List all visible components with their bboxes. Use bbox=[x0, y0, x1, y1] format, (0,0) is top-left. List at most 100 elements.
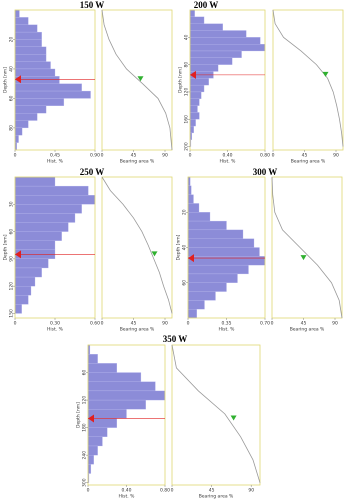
x-axis-label: Bearing area % bbox=[120, 159, 155, 165]
x-tick-label: 0.60 bbox=[90, 321, 100, 327]
panel-title: 150 W bbox=[80, 0, 105, 10]
panel-title: 200 W bbox=[194, 0, 219, 10]
x-tick-label: 90 bbox=[248, 488, 254, 494]
x-tick-label: 45 bbox=[131, 153, 137, 159]
bearing-curve bbox=[171, 344, 261, 483]
x-axis-label: Bearing area % bbox=[120, 327, 155, 333]
hist-bar bbox=[189, 112, 200, 120]
hist-bar bbox=[189, 105, 198, 113]
x-axis-label: Bearing area % bbox=[199, 494, 234, 500]
hist-bar bbox=[87, 455, 94, 465]
y-tick-label: 30 bbox=[9, 201, 15, 207]
y-tick-label: 40 bbox=[182, 245, 188, 251]
plot-frame bbox=[101, 9, 173, 151]
panel-title: 300 W bbox=[253, 167, 278, 177]
hist-bar bbox=[14, 61, 51, 70]
panel: 150 W 20 40 60 80 Depth [nm] 0 0.45 0.90 Hist. % 0… bbox=[3, 0, 173, 165]
bearing-curve bbox=[271, 176, 343, 319]
plot-frame bbox=[272, 9, 344, 151]
hist-bar bbox=[87, 381, 156, 392]
hist-bar bbox=[189, 125, 194, 134]
plot-frame bbox=[171, 344, 261, 486]
y-tick-label: 240 bbox=[82, 451, 88, 460]
hist-bar bbox=[189, 91, 202, 99]
panel-title: 350 W bbox=[163, 334, 188, 344]
x-axis-label: Hist. % bbox=[119, 494, 136, 500]
y-tick-label: 180 bbox=[82, 423, 88, 432]
y-tick-label: 20 bbox=[182, 209, 188, 215]
hist-bar bbox=[14, 295, 29, 305]
hist-bar bbox=[189, 16, 205, 24]
hist-bar bbox=[14, 286, 32, 296]
hist-bar bbox=[14, 9, 20, 18]
x-tick-label: 0 bbox=[189, 153, 192, 159]
hist-bar bbox=[14, 105, 47, 114]
bearing-marker bbox=[322, 71, 329, 77]
hist-bar bbox=[87, 372, 142, 382]
hist-bar bbox=[189, 23, 223, 31]
y-tick-label: 150 bbox=[9, 309, 15, 318]
x-tick-label: 0 bbox=[101, 321, 104, 327]
hist-bar bbox=[14, 76, 60, 84]
y-tick-label: 80 bbox=[184, 62, 190, 68]
hist-bar bbox=[187, 194, 194, 204]
hist-bar bbox=[87, 399, 146, 410]
panel-title: 250 W bbox=[80, 167, 105, 177]
panel: 350 W 60 120 180 240 300 Depth [nm] 0 0.40 0.80 Hi… bbox=[76, 334, 261, 500]
hist-bar bbox=[187, 282, 227, 292]
hist-bar bbox=[189, 98, 200, 106]
hist-bar bbox=[187, 212, 211, 222]
x-tick-label: 45 bbox=[302, 153, 308, 159]
hist-bar bbox=[14, 98, 65, 106]
x-tick-label: 90 bbox=[332, 321, 338, 327]
hist-bar bbox=[187, 247, 260, 257]
x-tick-label: 0.30 bbox=[50, 321, 60, 327]
hist-bar bbox=[14, 176, 56, 187]
hist-bar bbox=[14, 258, 49, 269]
hist-bar bbox=[187, 309, 197, 319]
hist-bar bbox=[187, 264, 249, 275]
hist-bar bbox=[14, 54, 47, 62]
hist-bar bbox=[14, 185, 89, 196]
x-tick-label: 0 bbox=[187, 321, 190, 327]
hist-bar bbox=[14, 240, 56, 250]
x-tick-label: 0 bbox=[14, 153, 17, 159]
hist-bar bbox=[187, 238, 255, 248]
x-tick-label: 0 bbox=[171, 488, 174, 494]
hist-bar bbox=[14, 46, 47, 55]
y-tick-label: 60 bbox=[9, 95, 15, 101]
panel: 200 W 40 80 120 160 200 Depth [nm] 0 0.40 0.80 His… bbox=[178, 0, 344, 165]
y-axis-label: Depth [nm] bbox=[3, 234, 9, 260]
hist-bar bbox=[87, 354, 98, 364]
y-tick-label: 60 bbox=[9, 229, 15, 235]
x-tick-label: 0 bbox=[101, 153, 104, 159]
hist-bar bbox=[187, 203, 200, 213]
hist-bar bbox=[187, 185, 192, 195]
x-tick-label: 0.40 bbox=[222, 153, 232, 159]
y-tick-label: 90 bbox=[9, 256, 15, 262]
hist-bar bbox=[14, 267, 42, 278]
hist-bar bbox=[14, 304, 22, 314]
hist-bar bbox=[87, 390, 166, 401]
bearing-curve bbox=[101, 9, 173, 151]
hist-bar bbox=[14, 204, 82, 214]
hist-bar bbox=[189, 30, 247, 38]
hist-bar bbox=[87, 427, 108, 437]
bearing-curve bbox=[272, 9, 344, 147]
hist-bar bbox=[14, 39, 42, 47]
hist-bar bbox=[14, 127, 23, 136]
y-tick-label: 80 bbox=[9, 125, 15, 131]
y-tick-label: 20 bbox=[9, 36, 15, 42]
panel: 250 W 30 60 90 120 150 Depth [nm] 0 0.30 0.60 Hist… bbox=[3, 167, 173, 333]
y-tick-label: 40 bbox=[9, 66, 15, 72]
hist-bar bbox=[189, 57, 233, 65]
hist-bar bbox=[87, 445, 98, 456]
depth-marker bbox=[15, 75, 21, 84]
x-tick-label: 90 bbox=[162, 153, 168, 159]
bearing-marker bbox=[137, 76, 144, 82]
x-tick-label: 45 bbox=[301, 321, 307, 327]
depth-marker bbox=[15, 250, 21, 259]
y-axis-label: Depth [nm] bbox=[178, 67, 184, 93]
hist-bar bbox=[14, 222, 69, 232]
hist-bar bbox=[14, 24, 38, 33]
